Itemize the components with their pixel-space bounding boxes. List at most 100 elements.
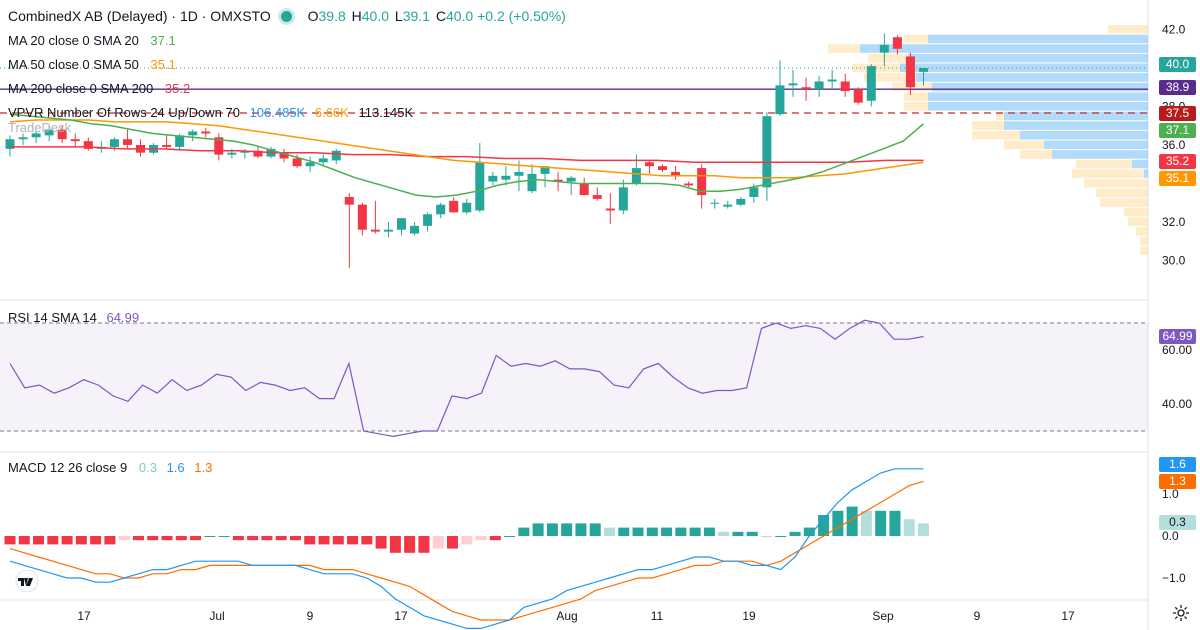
candle-body — [762, 116, 772, 188]
macd-tag: 0.3 — [1159, 514, 1196, 530]
candle-body — [553, 179, 563, 182]
candle-body — [618, 187, 628, 211]
legend-ma200[interactable]: MA 200 close 0 SMA 200 35.2 — [8, 81, 190, 97]
candle-body — [905, 56, 915, 88]
ma20-value: 37.1 — [150, 33, 176, 48]
macd-histogram-bar — [247, 536, 259, 541]
candle-body — [631, 168, 641, 184]
tradingview-logo-icon[interactable] — [12, 570, 42, 592]
time-tick-label: 17 — [1061, 609, 1075, 623]
macd-histogram-bar — [846, 506, 858, 536]
macd-histogram-bar — [718, 531, 730, 536]
macd-histogram-bar — [446, 536, 458, 549]
price-tag: 35.1 — [1159, 170, 1196, 186]
macd-tag: 1.6 — [1159, 456, 1196, 472]
macd-histogram-bar — [903, 519, 915, 536]
vpvr-down-bar — [1020, 150, 1052, 159]
candle-body — [436, 204, 446, 215]
vpvr-down-bar — [1128, 217, 1148, 227]
candle-body — [253, 150, 263, 157]
candle-body — [853, 89, 863, 103]
candle-body — [109, 139, 119, 147]
legend-ma20[interactable]: MA 20 close 0 SMA 20 37.1 — [8, 33, 176, 49]
macd-hist-value: 0.3 — [138, 460, 157, 475]
macd-histogram-bar — [732, 531, 744, 536]
macd-histogram-bar — [4, 536, 16, 545]
vpvr-down-bar — [1096, 188, 1148, 198]
candle-body — [540, 166, 550, 174]
macd-histogram-bar — [789, 531, 801, 536]
vpvr-up-bar — [1052, 150, 1148, 159]
macd-histogram-bar — [689, 527, 701, 536]
macd-histogram-bar — [632, 527, 644, 536]
vpvr-down-bar — [904, 92, 928, 101]
macd-histogram-bar — [489, 536, 501, 541]
macd-histogram-bar — [161, 536, 173, 541]
macd-histogram-bar — [47, 536, 59, 545]
macd-histogram-bar — [375, 536, 387, 549]
legend-macd[interactable]: MACD 12 26 close 9 0.3 1.6 1.3 — [8, 460, 212, 476]
candle-body — [488, 175, 498, 182]
candle-body — [644, 162, 654, 167]
macd-histogram-bar — [289, 536, 301, 541]
legend-vpvr[interactable]: VPVR Number Of Rows 24 Up/Down 70 106.48… — [8, 105, 413, 121]
time-tick-label: 9 — [974, 609, 981, 623]
macd-histogram-bar — [575, 523, 587, 536]
ma20-line — [9, 113, 924, 198]
candle-body — [279, 152, 289, 159]
vpvr-down-bar — [1124, 207, 1148, 217]
vpvr-down-bar — [972, 130, 1020, 140]
candle-body — [879, 44, 889, 53]
macd-histogram-bar — [504, 536, 516, 537]
candle-body — [44, 129, 54, 136]
settings-gear-icon[interactable] — [1172, 604, 1190, 622]
candle-body — [814, 81, 824, 90]
price-tag: 37.1 — [1159, 122, 1196, 138]
candle-body — [214, 137, 224, 155]
rsi-band — [0, 323, 1148, 431]
macd-histogram-bar — [475, 536, 487, 541]
macd-histogram-bar — [361, 536, 373, 545]
market-status-icon — [280, 11, 292, 22]
rsi-pane — [0, 319, 1148, 438]
vpvr-up-bar — [1004, 121, 1148, 130]
symbol-header[interactable]: CombinedX AB (Delayed) · 1D · OMXSTO O39… — [8, 8, 566, 24]
macd-histogram-bar — [275, 536, 287, 541]
macd-histogram-bar — [532, 523, 544, 536]
candle-body — [605, 208, 615, 211]
time-tick-label: Sep — [872, 609, 894, 623]
vpvr-down-bar — [828, 44, 860, 53]
candle-body — [31, 133, 41, 138]
candle-body — [175, 135, 185, 147]
time-tick-label: 17 — [77, 609, 91, 623]
open-value: 39.8 — [318, 8, 346, 24]
macd-histogram-bar — [561, 523, 573, 536]
symbol-title[interactable]: CombinedX AB (Delayed) · 1D · OMXSTO — [8, 8, 271, 24]
volume-profile — [0, 25, 1148, 255]
macd-histogram-bar — [18, 536, 30, 545]
macd-histogram-bar — [775, 536, 787, 537]
candle-body — [827, 79, 837, 82]
candle-body — [57, 129, 67, 140]
candle-body — [514, 171, 524, 176]
rsi-line — [9, 319, 924, 438]
high-value: 40.0 — [361, 8, 390, 24]
macd-histogram-bar — [104, 536, 116, 545]
legend-rsi[interactable]: RSI 14 SMA 14 64.99 — [8, 310, 139, 326]
low-label: L — [394, 8, 403, 24]
candle-body — [357, 204, 367, 230]
legend-ma50[interactable]: MA 50 close 0 SMA 50 35.1 — [8, 57, 176, 73]
macd-tick-label: 1.0 — [1162, 487, 1179, 501]
macd-signal-value: 1.3 — [194, 460, 213, 475]
macd-histogram-bar — [432, 536, 444, 549]
macd-histogram-bar — [218, 536, 230, 537]
candle-body — [684, 183, 694, 186]
macd-histogram-bar — [661, 527, 673, 536]
ma200-value: 35.2 — [164, 81, 191, 96]
rsi-value: 64.99 — [106, 310, 140, 325]
macd-line-value: 1.6 — [166, 460, 185, 475]
vpvr-down-bar — [972, 121, 1004, 130]
candle-body — [788, 83, 798, 86]
price-tick-label: 42.0 — [1162, 23, 1186, 37]
